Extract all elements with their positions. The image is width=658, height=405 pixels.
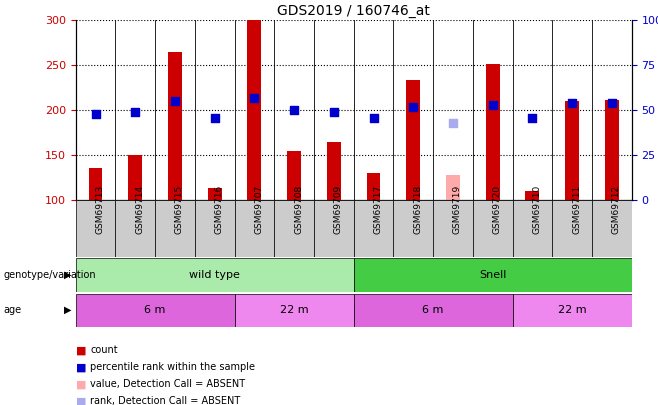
Bar — [128, 155, 142, 200]
Point — [488, 102, 498, 108]
Point — [567, 100, 577, 107]
Bar — [76, 258, 354, 292]
Bar — [552, 200, 592, 257]
Text: ■: ■ — [76, 362, 86, 372]
Bar — [327, 142, 341, 200]
Text: GSM69717: GSM69717 — [374, 184, 382, 234]
Bar — [367, 173, 380, 200]
Text: GSM69719: GSM69719 — [453, 184, 462, 234]
Text: wild type: wild type — [190, 270, 240, 280]
Bar — [486, 64, 499, 200]
Bar — [115, 200, 155, 257]
Text: ■: ■ — [76, 379, 86, 389]
Bar — [592, 200, 632, 257]
Point — [90, 111, 101, 117]
Bar — [446, 175, 460, 200]
Bar — [195, 200, 234, 257]
Bar — [168, 52, 182, 200]
Bar — [76, 200, 115, 257]
Bar — [565, 101, 579, 200]
Point — [209, 114, 220, 121]
Text: GSM69709: GSM69709 — [334, 184, 343, 234]
Point — [447, 120, 458, 126]
Text: GSM69711: GSM69711 — [572, 184, 581, 234]
Text: GSM69710: GSM69710 — [532, 184, 542, 234]
Point — [170, 98, 180, 104]
Text: GSM69712: GSM69712 — [612, 184, 620, 234]
Bar — [393, 200, 433, 257]
Text: 6 m: 6 m — [144, 305, 166, 315]
Bar — [473, 200, 513, 257]
Bar — [354, 200, 393, 257]
Point — [130, 109, 141, 115]
Point — [289, 107, 299, 114]
Text: rank, Detection Call = ABSENT: rank, Detection Call = ABSENT — [90, 396, 240, 405]
Bar — [274, 200, 314, 257]
Text: age: age — [3, 305, 22, 315]
Bar — [89, 168, 103, 200]
Bar — [605, 100, 619, 200]
Text: GSM69715: GSM69715 — [175, 184, 184, 234]
Bar — [526, 192, 540, 200]
Text: 22 m: 22 m — [280, 305, 309, 315]
Text: GSM69708: GSM69708 — [294, 184, 303, 234]
Point — [408, 104, 418, 110]
Title: GDS2019 / 160746_at: GDS2019 / 160746_at — [277, 4, 430, 18]
Bar — [513, 294, 632, 327]
Text: GSM69718: GSM69718 — [413, 184, 422, 234]
Text: GSM69720: GSM69720 — [493, 184, 501, 234]
Bar — [208, 188, 222, 200]
Text: GSM69714: GSM69714 — [136, 184, 144, 234]
Text: Snell: Snell — [479, 270, 507, 280]
Bar — [234, 200, 274, 257]
Text: ■: ■ — [76, 396, 86, 405]
Text: 6 m: 6 m — [422, 305, 443, 315]
Point — [328, 109, 339, 115]
Point — [368, 114, 379, 121]
Text: ▶: ▶ — [64, 305, 71, 315]
Bar — [354, 258, 632, 292]
Text: GSM69707: GSM69707 — [255, 184, 263, 234]
Point — [249, 94, 260, 101]
Text: ▶: ▶ — [64, 270, 71, 280]
Text: ■: ■ — [76, 345, 86, 355]
Text: GSM69713: GSM69713 — [95, 184, 105, 234]
Bar — [314, 200, 354, 257]
Text: 22 m: 22 m — [558, 305, 586, 315]
Text: count: count — [90, 345, 118, 355]
Bar — [234, 294, 354, 327]
Text: value, Detection Call = ABSENT: value, Detection Call = ABSENT — [90, 379, 245, 389]
Bar — [287, 151, 301, 200]
Text: genotype/variation: genotype/variation — [3, 270, 96, 280]
Point — [527, 114, 538, 121]
Bar — [354, 294, 513, 327]
Text: percentile rank within the sample: percentile rank within the sample — [90, 362, 255, 372]
Bar — [76, 294, 234, 327]
Bar — [247, 20, 261, 200]
Point — [607, 100, 617, 107]
Bar — [513, 200, 552, 257]
Text: GSM69716: GSM69716 — [215, 184, 224, 234]
Bar — [155, 200, 195, 257]
Bar — [433, 200, 473, 257]
Bar — [406, 80, 420, 200]
